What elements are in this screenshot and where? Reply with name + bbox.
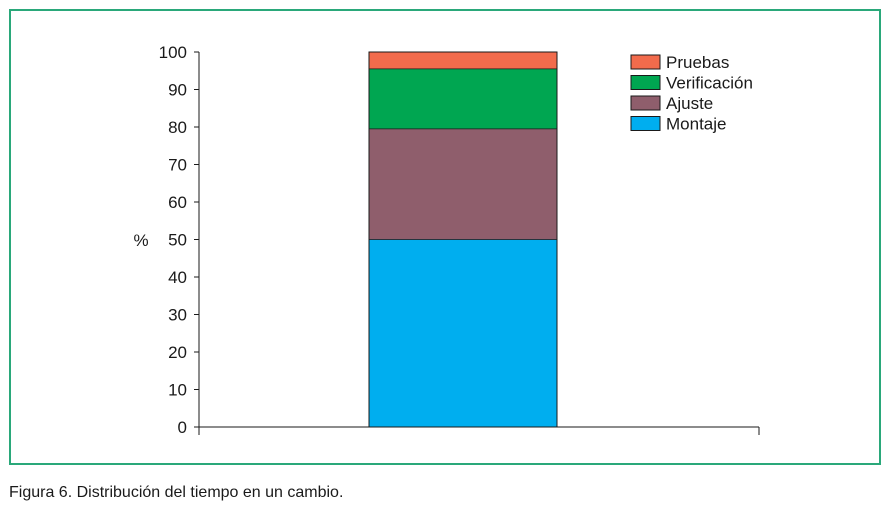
bar-segment-pruebas <box>369 52 557 69</box>
y-tick-label: 70 <box>168 156 187 175</box>
y-tick-label: 20 <box>168 343 187 362</box>
bar-segment-ajuste <box>369 128 557 240</box>
legend-label-pruebas: Pruebas <box>666 53 729 72</box>
y-axis-label: % <box>133 231 148 250</box>
legend-swatch-montaje <box>630 116 661 131</box>
legend-label-verificacion: Verificación <box>666 74 753 93</box>
y-tick-label: 80 <box>168 118 187 137</box>
legend-label-ajuste: Ajuste <box>666 94 713 113</box>
y-axis: 0 10 20 30 40 50 60 70 80 90 100 <box>159 43 760 437</box>
legend-label-montaje: Montaje <box>666 115 726 134</box>
y-tick-label: 0 <box>178 418 187 437</box>
y-tick-label: 60 <box>168 193 187 212</box>
figure-caption: Figura 6. Distribución del tiempo en un … <box>9 484 344 501</box>
bar-stack <box>368 51 558 428</box>
legend-swatch-pruebas <box>630 54 661 70</box>
y-tick-label: 30 <box>168 306 187 325</box>
legend-swatch-ajuste <box>630 95 661 111</box>
y-tick-label: 10 <box>168 381 187 400</box>
y-tick-label: 90 <box>168 81 187 100</box>
bar-segment-montaje <box>369 239 557 427</box>
stacked-bar-chart: 0 10 20 30 40 50 60 70 80 90 100 Pruebas Verificaci… <box>133 43 760 437</box>
figure-frame <box>9 9 881 465</box>
bar-segment-verificacion <box>369 68 557 129</box>
y-tick-label: 100 <box>159 43 187 62</box>
y-tick-label: 40 <box>168 268 187 287</box>
legend-swatch-verificacion <box>630 75 661 90</box>
y-tick-label: 50 <box>168 231 187 250</box>
